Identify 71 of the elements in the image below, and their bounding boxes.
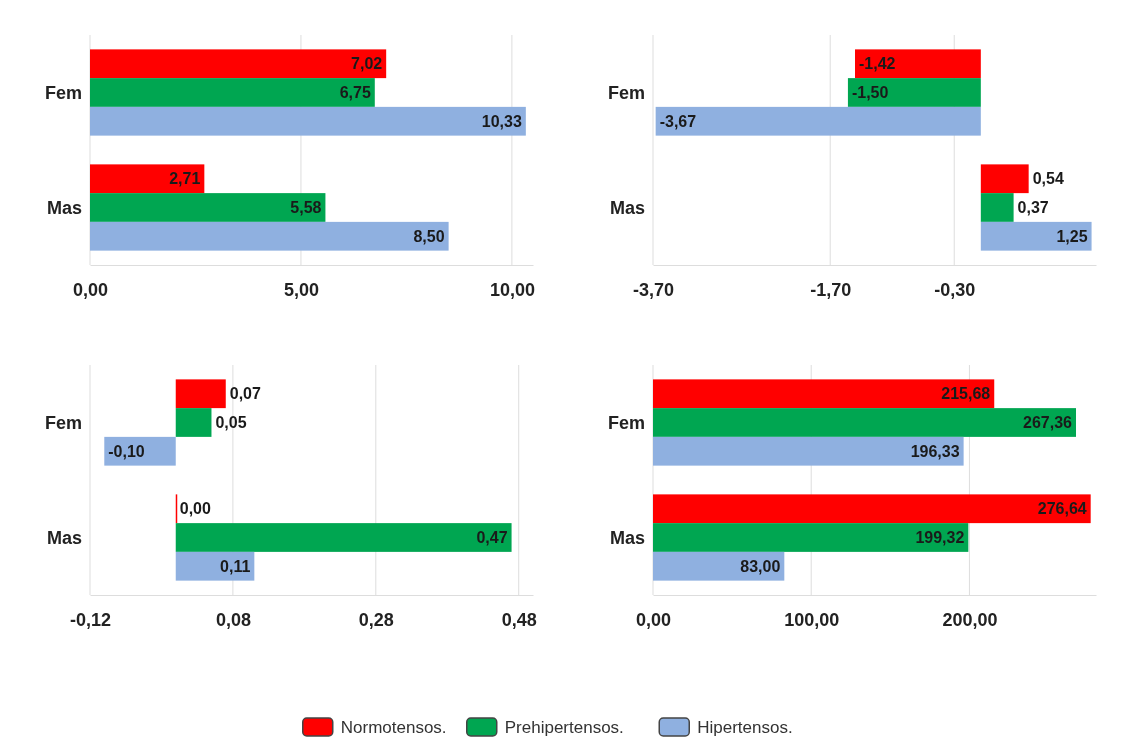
data-label: 267,36 — [1023, 414, 1073, 432]
x-tick-label: 10,00 — [489, 279, 535, 300]
legend-label: Normotensos. — [340, 717, 447, 737]
data-label: 8,50 — [413, 227, 445, 245]
data-label: 2,71 — [169, 170, 201, 188]
data-label: 276,64 — [1037, 500, 1087, 518]
bar — [653, 436, 964, 466]
data-label: 196,33 — [910, 442, 960, 460]
y-tick-label: Mas — [609, 527, 645, 548]
x-tick-label: 200,00 — [942, 609, 998, 630]
bar — [175, 523, 512, 552]
x-tick-label: 0,28 — [358, 609, 394, 630]
data-label: 1,25 — [1056, 227, 1088, 245]
bar — [653, 379, 995, 409]
data-label: 0,05 — [215, 414, 247, 432]
data-label: 10,33 — [481, 112, 522, 130]
y-tick-label: Mas — [609, 197, 645, 218]
bar — [655, 106, 981, 136]
bar — [653, 523, 969, 552]
bar — [175, 379, 226, 409]
data-label: -1,50 — [851, 84, 889, 102]
bar — [980, 193, 1014, 222]
data-label: -3,67 — [659, 112, 697, 130]
bar — [90, 78, 375, 107]
y-tick-label: Fem — [44, 82, 82, 103]
y-tick-label: Mas — [46, 197, 82, 218]
data-label: 6,75 — [339, 84, 371, 102]
bar — [653, 408, 1076, 437]
data-label: 0,37 — [1017, 199, 1049, 217]
bar — [175, 408, 212, 437]
x-tick-label: 100,00 — [784, 609, 840, 630]
bar — [980, 221, 1092, 251]
bar — [847, 78, 981, 107]
data-label: 199,32 — [915, 529, 965, 547]
bar — [90, 193, 326, 222]
data-label: 83,00 — [740, 557, 781, 575]
bar — [90, 106, 526, 136]
legend-label: Hipertensos. — [697, 717, 793, 737]
bar — [175, 551, 255, 581]
x-tick-label: 0,00 — [635, 609, 672, 630]
bar — [90, 221, 449, 251]
bar — [653, 494, 1091, 524]
bar — [90, 49, 387, 79]
data-label: 0,00 — [179, 500, 211, 518]
data-label: 7,02 — [351, 55, 383, 73]
y-tick-label: Fem — [607, 412, 645, 433]
x-tick-label: -0,12 — [69, 609, 112, 630]
x-tick-label: -0,30 — [934, 279, 976, 300]
data-label: 5,58 — [290, 199, 322, 217]
x-tick-label: 0,08 — [215, 609, 251, 630]
data-label: 0,11 — [220, 557, 251, 575]
legend-label: Prehipertensos. — [504, 717, 624, 737]
data-label: 215,68 — [941, 385, 991, 403]
data-label: 0,47 — [476, 529, 508, 547]
bar — [104, 436, 176, 466]
data-label: 0,54 — [1032, 170, 1064, 188]
x-tick-label: -3,70 — [632, 279, 675, 300]
data-label: 0,07 — [229, 385, 261, 403]
bar — [980, 164, 1029, 194]
bar — [653, 551, 785, 581]
y-tick-label: Fem — [44, 412, 82, 433]
y-tick-label: Mas — [46, 527, 82, 548]
x-tick-label: 0,48 — [501, 609, 537, 630]
x-tick-label: -1,70 — [810, 279, 852, 300]
data-label: -1,42 — [859, 55, 896, 73]
y-tick-label: Fem — [607, 82, 645, 103]
bar — [90, 164, 205, 194]
x-tick-label: 5,00 — [283, 279, 319, 300]
bar — [855, 49, 981, 79]
data-label: -0,10 — [108, 442, 145, 460]
x-tick-label: 0,00 — [72, 279, 109, 300]
